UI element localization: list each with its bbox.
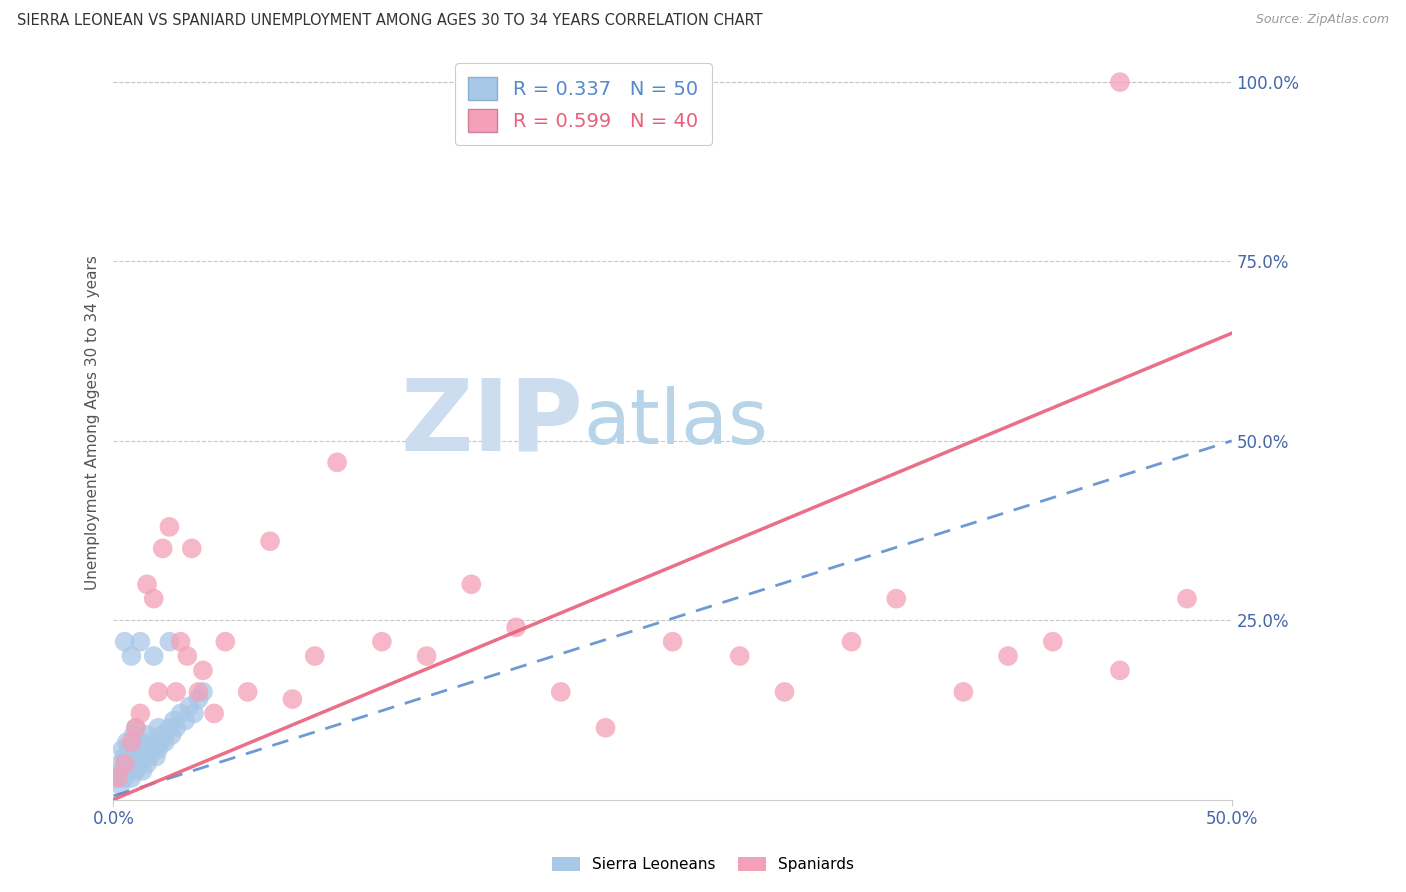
Point xyxy=(118,764,141,778)
Point xyxy=(187,685,209,699)
Text: Source: ZipAtlas.com: Source: ZipAtlas.com xyxy=(1256,13,1389,27)
Point xyxy=(122,728,145,742)
Text: SIERRA LEONEAN VS SPANIARD UNEMPLOYMENT AMONG AGES 30 TO 34 YEARS CORRELATION CH: SIERRA LEONEAN VS SPANIARD UNEMPLOYMENT … xyxy=(17,13,762,29)
Point xyxy=(148,685,170,699)
Point xyxy=(136,577,159,591)
Point xyxy=(114,634,136,648)
Point xyxy=(1109,664,1132,678)
Point xyxy=(131,764,153,778)
Point xyxy=(120,648,142,663)
Text: ZIP: ZIP xyxy=(401,375,583,471)
Point xyxy=(157,721,180,735)
Point xyxy=(191,664,214,678)
Point xyxy=(169,634,191,648)
Point xyxy=(997,648,1019,663)
Legend: Sierra Leoneans, Spaniards: Sierra Leoneans, Spaniards xyxy=(544,849,862,880)
Point xyxy=(169,706,191,721)
Point xyxy=(129,634,152,648)
Point xyxy=(142,742,165,756)
Point xyxy=(111,742,134,756)
Legend: R = 0.337   N = 50, R = 0.599   N = 40: R = 0.337 N = 50, R = 0.599 N = 40 xyxy=(454,63,711,145)
Point xyxy=(259,534,281,549)
Point xyxy=(107,771,129,785)
Point xyxy=(176,648,198,663)
Point xyxy=(174,714,197,728)
Point xyxy=(773,685,796,699)
Point xyxy=(160,728,183,742)
Point xyxy=(114,749,136,764)
Point xyxy=(142,648,165,663)
Point xyxy=(236,685,259,699)
Point xyxy=(153,735,176,749)
Point xyxy=(281,692,304,706)
Point xyxy=(157,520,180,534)
Point xyxy=(142,591,165,606)
Point xyxy=(131,742,153,756)
Point xyxy=(125,742,148,756)
Point xyxy=(115,735,138,749)
Point xyxy=(371,634,394,648)
Point xyxy=(884,591,907,606)
Point xyxy=(505,620,527,634)
Point xyxy=(120,771,142,785)
Point xyxy=(661,634,683,648)
Point xyxy=(595,721,617,735)
Point xyxy=(120,749,142,764)
Point xyxy=(129,735,152,749)
Point xyxy=(841,634,863,648)
Point xyxy=(180,541,202,556)
Point xyxy=(111,764,134,778)
Y-axis label: Unemployment Among Ages 30 to 34 years: Unemployment Among Ages 30 to 34 years xyxy=(86,255,100,591)
Point xyxy=(183,706,205,721)
Point xyxy=(120,735,142,749)
Point xyxy=(179,699,201,714)
Point xyxy=(152,728,174,742)
Point xyxy=(108,778,131,792)
Point xyxy=(326,455,349,469)
Point xyxy=(149,735,172,749)
Point xyxy=(191,685,214,699)
Point xyxy=(152,541,174,556)
Point xyxy=(1042,634,1064,648)
Point xyxy=(304,648,326,663)
Point xyxy=(415,648,437,663)
Point xyxy=(138,749,160,764)
Point xyxy=(134,749,156,764)
Point xyxy=(127,749,149,764)
Point xyxy=(148,721,170,735)
Point xyxy=(136,756,159,771)
Point xyxy=(145,749,167,764)
Point xyxy=(118,742,141,756)
Point xyxy=(122,756,145,771)
Point xyxy=(141,735,163,749)
Point xyxy=(202,706,225,721)
Point xyxy=(125,721,148,735)
Point xyxy=(157,634,180,648)
Point xyxy=(125,721,148,735)
Point xyxy=(1175,591,1198,606)
Point xyxy=(460,577,482,591)
Point xyxy=(107,771,129,785)
Point xyxy=(214,634,236,648)
Point xyxy=(952,685,974,699)
Point xyxy=(129,756,152,771)
Point xyxy=(136,728,159,742)
Point xyxy=(163,714,186,728)
Point xyxy=(108,756,131,771)
Point xyxy=(187,692,209,706)
Point xyxy=(165,721,187,735)
Point xyxy=(114,771,136,785)
Point xyxy=(114,756,136,771)
Point xyxy=(165,685,187,699)
Point xyxy=(148,742,170,756)
Point xyxy=(129,706,152,721)
Point xyxy=(1109,75,1132,89)
Point xyxy=(728,648,751,663)
Point xyxy=(115,756,138,771)
Point xyxy=(550,685,572,699)
Point xyxy=(125,764,148,778)
Text: atlas: atlas xyxy=(583,386,768,460)
